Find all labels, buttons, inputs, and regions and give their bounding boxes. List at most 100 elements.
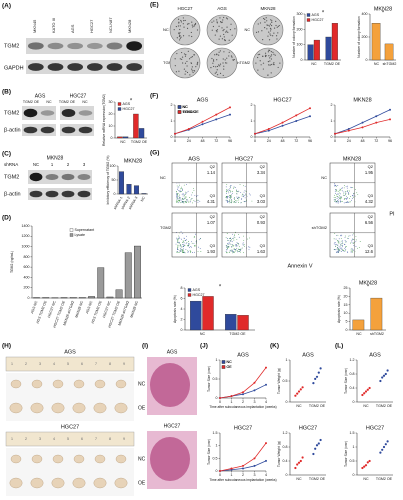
colony (266, 28, 268, 30)
event (180, 200, 182, 202)
event (176, 193, 178, 195)
event (352, 234, 354, 236)
event (229, 186, 231, 188)
colony (219, 35, 222, 37)
column-label: HGC27 (235, 156, 253, 162)
legend-swatch (117, 102, 122, 106)
event (176, 202, 178, 203)
lane-header: shRNA (4, 162, 18, 167)
event (192, 252, 193, 253)
point (319, 367, 322, 370)
event (346, 190, 348, 192)
event (194, 201, 196, 202)
event (179, 194, 181, 196)
colony (212, 25, 215, 28)
legend-swatch (117, 107, 122, 111)
y-tick-label: 0.8 (350, 372, 355, 376)
event (344, 191, 346, 193)
event (242, 243, 244, 245)
event (238, 233, 240, 235)
panel-letter: (C) (2, 151, 11, 158)
event (233, 186, 235, 188)
event (185, 248, 187, 250)
event (244, 245, 245, 247)
colony (270, 72, 272, 74)
legend-label: HGC27 (123, 107, 135, 111)
y-axis-label: Tumor Weight (g) (277, 441, 281, 467)
chart-title: HGC27 (366, 425, 384, 431)
colony (279, 62, 281, 64)
event (352, 242, 354, 244)
colony (264, 27, 266, 29)
event (343, 187, 345, 189)
event (199, 200, 201, 202)
lane-label: NC (82, 100, 88, 104)
legend-label: NC (227, 360, 233, 364)
point (215, 118, 218, 121)
event (186, 192, 188, 194)
event (234, 234, 235, 236)
event (342, 187, 343, 189)
event (241, 195, 243, 197)
event (178, 201, 180, 203)
event (343, 199, 345, 200)
event (225, 250, 227, 252)
colony (191, 21, 193, 23)
colony (179, 37, 181, 39)
event (176, 193, 178, 195)
colony (218, 64, 220, 66)
y-tick-label: 300 (297, 12, 303, 16)
event (355, 241, 357, 243)
event (190, 252, 192, 253)
event (230, 185, 232, 187)
quadrant-value: 1.07 (207, 220, 216, 225)
tumor (115, 379, 127, 389)
point (229, 113, 231, 116)
y-tick-label: 400 (24, 275, 30, 279)
event (177, 244, 179, 246)
legend-swatch (177, 105, 182, 109)
event (347, 237, 349, 239)
column-label: AGS (217, 6, 227, 11)
ruler-number: 4 (53, 436, 56, 441)
x-tick-label: AGS NC (85, 300, 94, 314)
tray (6, 373, 134, 421)
point (382, 445, 386, 449)
event (238, 196, 240, 198)
event (243, 185, 244, 187)
event (176, 251, 178, 253)
quadrant-label: Q3 (260, 243, 266, 248)
colony (184, 73, 186, 75)
colony (221, 21, 223, 23)
y-tick-label: 0 (301, 58, 303, 62)
event (343, 250, 345, 252)
bar (79, 297, 86, 299)
event (337, 250, 339, 252)
colony (220, 21, 222, 23)
bar (115, 289, 123, 299)
tumor (72, 477, 86, 489)
event (335, 201, 337, 202)
event (244, 185, 246, 187)
colony (188, 22, 190, 25)
colony (263, 17, 265, 20)
event (243, 191, 245, 193)
colony (226, 30, 228, 32)
tray (6, 448, 134, 496)
colony (275, 20, 277, 22)
point (363, 392, 366, 395)
event (336, 197, 338, 199)
legend-swatch (69, 228, 74, 232)
event (188, 243, 190, 245)
event (184, 244, 186, 246)
event (345, 186, 347, 188)
ruler-number: 8 (109, 436, 112, 441)
band (67, 63, 84, 71)
y-axis-label: TGM2 (ng/mL) (10, 251, 14, 273)
event (182, 189, 183, 191)
event (229, 199, 231, 201)
event (243, 252, 244, 254)
point (242, 393, 244, 396)
event (185, 191, 186, 193)
event (234, 249, 236, 250)
